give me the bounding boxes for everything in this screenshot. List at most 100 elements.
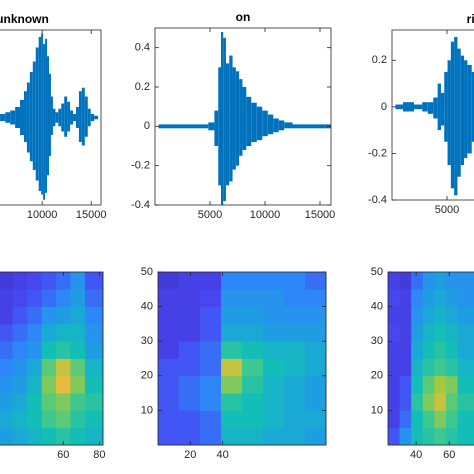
heatmap-cell <box>158 410 180 429</box>
heatmap-cell <box>56 341 71 359</box>
x-tick-label: 20 <box>184 449 196 461</box>
y-tick-label: 0 <box>144 120 150 132</box>
waveform-envelope <box>55 112 59 123</box>
y-tick-label: 10 <box>141 404 153 416</box>
heatmap-cell <box>27 323 43 342</box>
heatmap-cell <box>27 272 43 290</box>
heatmap-cell <box>399 341 412 359</box>
y-tick-label: 50 <box>141 266 153 278</box>
heatmap-cell <box>411 341 424 359</box>
heatmap-cell <box>200 358 222 377</box>
heatmap-cell <box>221 306 243 325</box>
heatmap-cell <box>41 375 57 394</box>
heatmap-cell <box>305 272 327 290</box>
heatmap-cell <box>445 306 458 325</box>
waveform-envelope <box>67 101 71 132</box>
heatmap-cell <box>263 272 285 290</box>
heatmap-cell <box>284 341 306 359</box>
heatmap-cell <box>422 306 435 325</box>
heatmap-cell <box>422 427 435 446</box>
heatmap-cell <box>84 375 104 394</box>
waveform-envelope <box>50 96 53 135</box>
x-tick-label: 10000 <box>27 209 58 221</box>
heatmap-cell <box>399 427 412 446</box>
heatmap-cell <box>445 427 458 446</box>
waveform-envelope <box>251 102 257 143</box>
x-tick-label: 5000 <box>435 204 459 216</box>
heatmap-cell <box>434 410 447 429</box>
heatmap-cell <box>70 393 86 411</box>
heatmap-cell <box>12 375 28 394</box>
waveform-envelope <box>467 64 472 154</box>
waveform-envelope <box>444 71 448 142</box>
y-tick-label: -0.4 <box>368 194 387 206</box>
heatmap-cell <box>56 427 71 446</box>
heatmap-cell <box>411 272 424 290</box>
heatmap-cell <box>388 289 400 307</box>
waveform-envelope <box>48 73 51 156</box>
heatmap-cell <box>305 323 327 342</box>
heatmap-cell <box>12 323 28 342</box>
heatmap-cell <box>284 410 306 429</box>
waveform-envelope <box>177 124 188 129</box>
y-tick-label: 0.4 <box>135 42 150 54</box>
waveform-envelope <box>35 47 39 181</box>
heatmap-cell <box>445 393 458 411</box>
heatmap-cell <box>284 323 306 342</box>
heatmap-cell <box>411 375 424 394</box>
heatmap-cell <box>158 341 180 359</box>
heatmap-cell <box>284 393 306 411</box>
heatmap-cell <box>388 341 400 359</box>
heatmap-cell <box>434 341 447 359</box>
heatmap-cell <box>27 306 43 325</box>
heatmap-cell <box>388 358 400 377</box>
heatmap-cell <box>445 289 458 307</box>
axes-box <box>157 271 327 446</box>
waveform-envelope <box>158 124 166 129</box>
waveform-envelope <box>464 60 468 159</box>
waveform-envelope <box>303 124 315 129</box>
waveform-envelope <box>70 110 74 125</box>
heatmap-cell <box>12 427 28 446</box>
heatmap-cell <box>70 306 86 325</box>
x-tick-label: 10000 <box>250 209 281 221</box>
y-tick-label: 40 <box>141 301 153 313</box>
heatmap-cell <box>434 427 447 446</box>
heatmap-cell <box>422 289 435 307</box>
heatmap-cell <box>305 410 327 429</box>
heatmap-cell <box>457 306 474 325</box>
heatmap-cell <box>422 393 435 411</box>
heatmap-cell <box>221 272 243 290</box>
waveform-envelope <box>73 114 76 121</box>
waveform-envelope <box>29 72 33 162</box>
x-tick-label: 60 <box>57 449 69 461</box>
heatmap-cell <box>158 393 180 411</box>
heatmap-cell <box>434 306 447 325</box>
waveform-envelope <box>440 92 445 126</box>
heatmap-cell <box>0 341 14 359</box>
heatmap-cell <box>434 375 447 394</box>
panel: 5000 -0.4 -0.2 0 0.2 right <box>368 12 474 216</box>
heatmap-cell <box>457 323 474 342</box>
waveform-envelope <box>427 102 434 114</box>
heatmap-cell <box>12 272 28 290</box>
waveform-envelope <box>58 108 62 127</box>
heatmap-cell <box>284 289 306 307</box>
y-tick-label: 30 <box>371 335 383 347</box>
heatmap-cell <box>242 341 264 359</box>
heatmap-cell <box>56 410 71 429</box>
heatmap-cell <box>457 341 474 359</box>
waveform-envelope <box>94 115 99 120</box>
waveform-envelope <box>447 60 451 166</box>
axes-box <box>0 29 102 206</box>
x-tick-label: 80 <box>93 449 105 461</box>
heatmap-cell <box>179 427 201 446</box>
waveform-envelope <box>403 102 414 112</box>
y-tick-label: -0.2 <box>131 160 150 172</box>
heatmap-cell <box>56 323 71 342</box>
panel: 60 80 <box>0 271 106 461</box>
heatmap-cell <box>221 358 243 377</box>
y-tick-label: 20 <box>371 370 383 382</box>
heatmap-cell <box>158 375 180 394</box>
